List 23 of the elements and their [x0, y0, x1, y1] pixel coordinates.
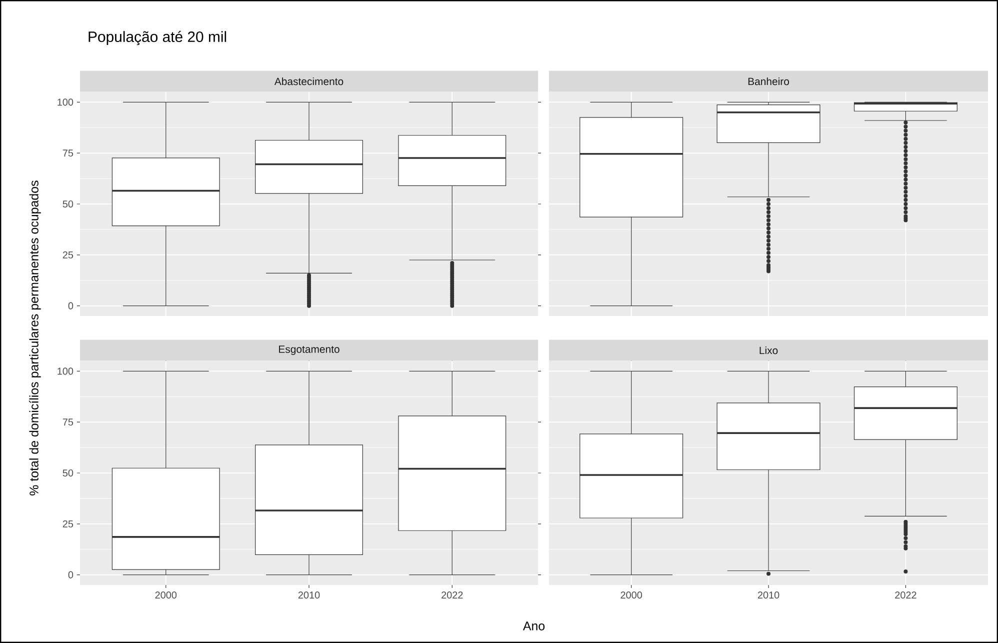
chart-title: Abastecimento [274, 77, 344, 86]
chart-title: Esgotamento [279, 346, 340, 355]
x-tick-label: 2022 [442, 592, 463, 599]
y-tick-label: 100 [58, 98, 74, 106]
y-tick-label: 0 [68, 571, 74, 578]
y-tick-label: 25 [62, 251, 74, 258]
y-tick-label: 75 [62, 150, 74, 157]
text: População até 20 mil [88, 30, 226, 46]
x-tick-label: 2010 [758, 592, 780, 599]
chart-title: Lixo [760, 346, 778, 354]
y-tick-label: 0 [68, 302, 74, 310]
x-tick-label: 2000 [155, 592, 177, 599]
y-tick-label: 100 [58, 368, 74, 375]
y-tick-label: 25 [62, 520, 74, 528]
x-axis-title: Ano [522, 622, 545, 630]
y-tick-label: 50 [62, 200, 74, 208]
y-axis-title: % total de domicílios particulares permanentes ocupados [29, 180, 41, 496]
x-tick-label: 2000 [620, 592, 642, 599]
x-tick-label: 2010 [298, 592, 320, 599]
y-tick-label: 75 [62, 418, 74, 426]
y-tick-label: 50 [62, 469, 74, 477]
x-tick-label: 2022 [895, 592, 916, 599]
chart-title: Banheiro [748, 77, 789, 86]
